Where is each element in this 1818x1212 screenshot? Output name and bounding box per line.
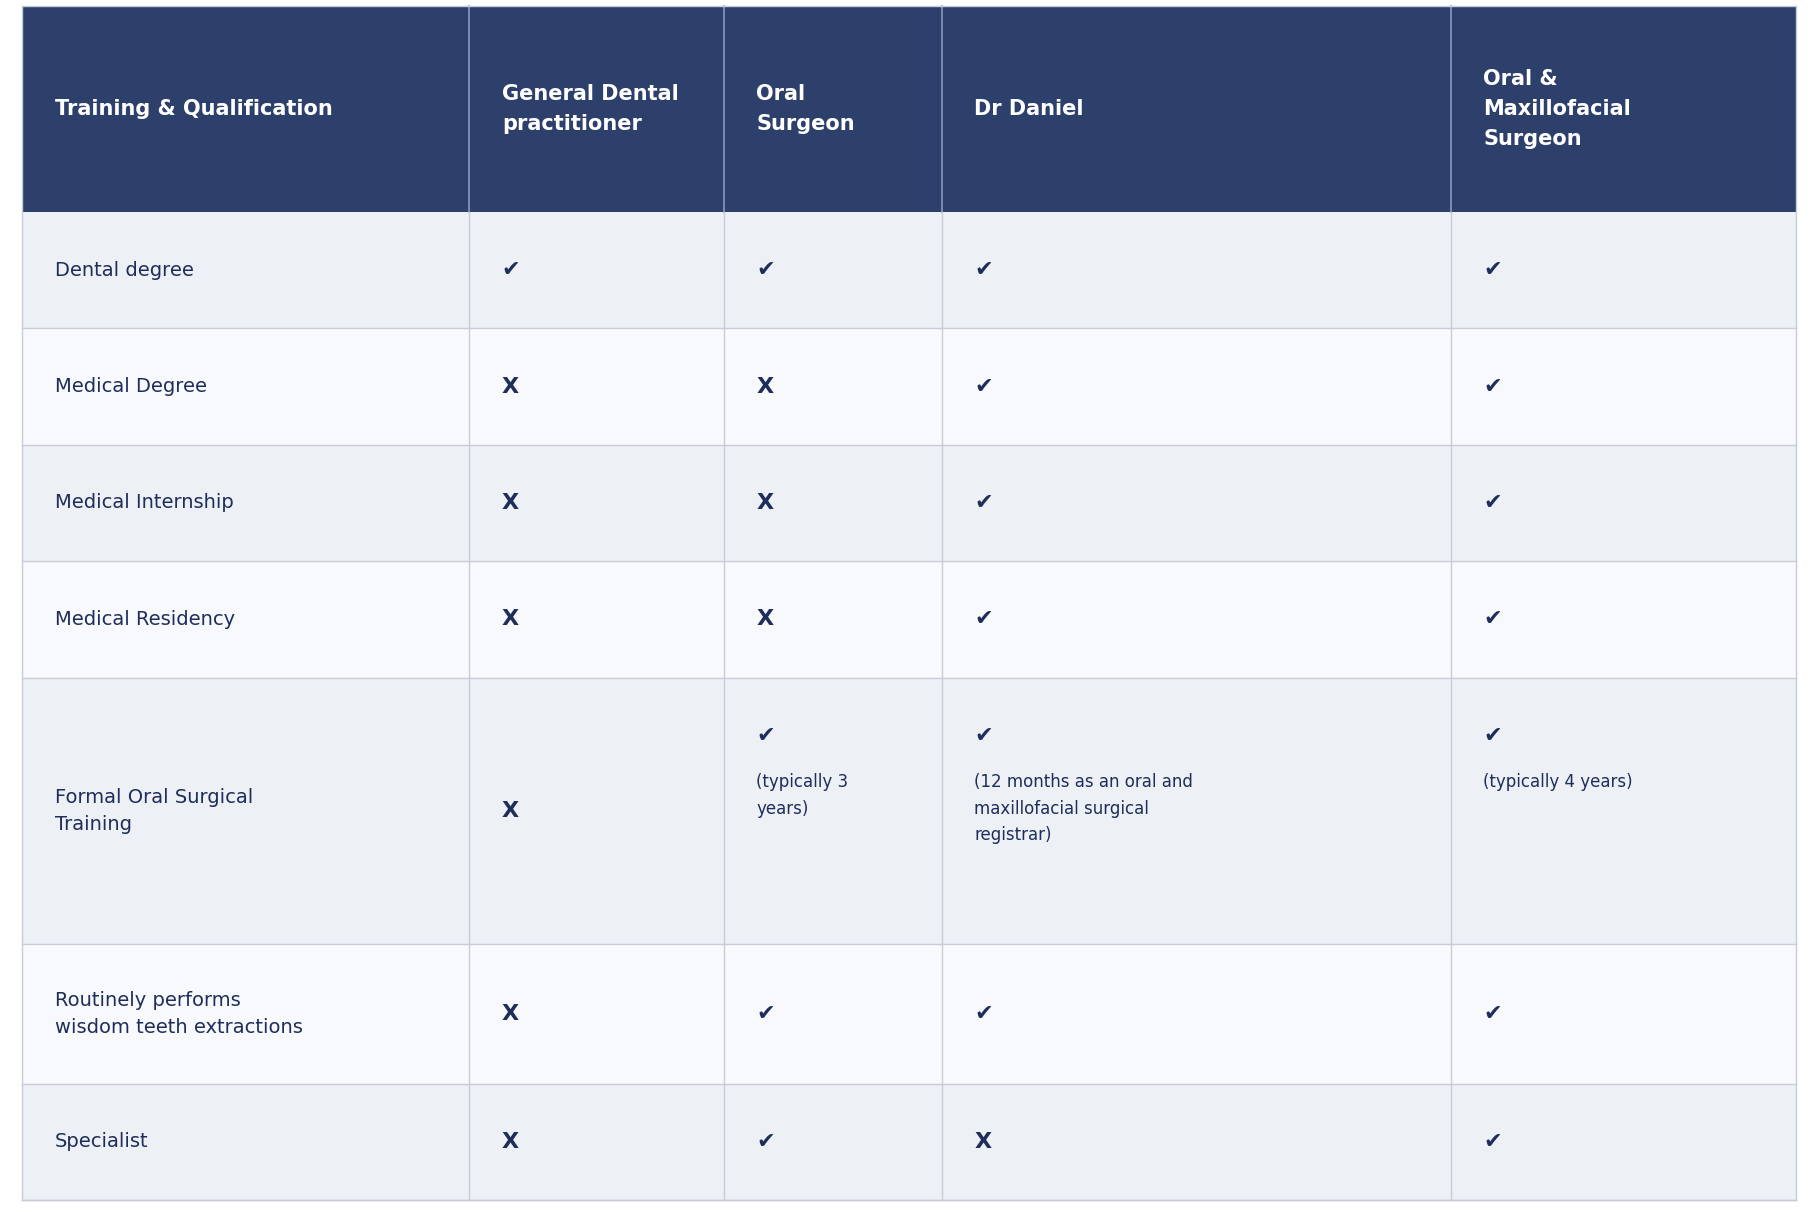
Text: ✔: ✔: [1483, 493, 1502, 513]
FancyBboxPatch shape: [22, 445, 1796, 561]
FancyBboxPatch shape: [22, 944, 1796, 1084]
Text: ✔: ✔: [1483, 377, 1502, 396]
FancyBboxPatch shape: [22, 212, 1796, 328]
Text: ✔: ✔: [756, 261, 774, 280]
Text: ✔: ✔: [1483, 726, 1502, 745]
Text: X: X: [502, 377, 518, 396]
Text: Formal Oral Surgical
Training: Formal Oral Surgical Training: [55, 788, 253, 834]
Text: ✔: ✔: [974, 1004, 993, 1024]
Text: ✔: ✔: [974, 610, 993, 629]
Text: Specialist: Specialist: [55, 1132, 147, 1151]
Text: General Dental
practitioner: General Dental practitioner: [502, 85, 678, 133]
Text: ✔: ✔: [756, 1132, 774, 1151]
Text: Medical Residency: Medical Residency: [55, 610, 235, 629]
FancyBboxPatch shape: [22, 6, 1796, 212]
Text: Oral
Surgeon: Oral Surgeon: [756, 85, 854, 133]
FancyBboxPatch shape: [22, 1084, 1796, 1200]
Text: ✔: ✔: [1483, 1132, 1502, 1151]
Text: ✔: ✔: [1483, 261, 1502, 280]
Text: X: X: [974, 1132, 991, 1151]
Text: ✔: ✔: [1483, 610, 1502, 629]
Text: X: X: [502, 493, 518, 513]
FancyBboxPatch shape: [22, 328, 1796, 445]
Text: Medical Internship: Medical Internship: [55, 493, 233, 513]
Text: ✔: ✔: [974, 726, 993, 745]
Text: Dr Daniel: Dr Daniel: [974, 99, 1084, 119]
Text: Dental degree: Dental degree: [55, 261, 193, 280]
FancyBboxPatch shape: [22, 678, 1796, 944]
Text: (typically 4 years): (typically 4 years): [1483, 773, 1633, 791]
Text: ✔: ✔: [1483, 1004, 1502, 1024]
Text: ✔: ✔: [974, 377, 993, 396]
Text: X: X: [756, 377, 773, 396]
Text: X: X: [502, 801, 518, 821]
Text: X: X: [502, 1004, 518, 1024]
Text: Training & Qualification: Training & Qualification: [55, 99, 333, 119]
Text: Routinely performs
wisdom teeth extractions: Routinely performs wisdom teeth extracti…: [55, 991, 302, 1036]
Text: ✔: ✔: [756, 1004, 774, 1024]
Text: ✔: ✔: [756, 726, 774, 745]
Text: X: X: [756, 610, 773, 629]
Text: ✔: ✔: [974, 261, 993, 280]
Text: ✔: ✔: [974, 493, 993, 513]
Text: (typically 3
years): (typically 3 years): [756, 773, 849, 818]
Text: Medical Degree: Medical Degree: [55, 377, 207, 396]
Text: (12 months as an oral and
maxillofacial surgical
registrar): (12 months as an oral and maxillofacial …: [974, 773, 1193, 845]
Text: X: X: [502, 610, 518, 629]
Text: Oral &
Maxillofacial
Surgeon: Oral & Maxillofacial Surgeon: [1483, 69, 1631, 149]
Text: X: X: [756, 493, 773, 513]
Text: X: X: [502, 1132, 518, 1151]
Text: ✔: ✔: [502, 261, 520, 280]
FancyBboxPatch shape: [22, 561, 1796, 678]
